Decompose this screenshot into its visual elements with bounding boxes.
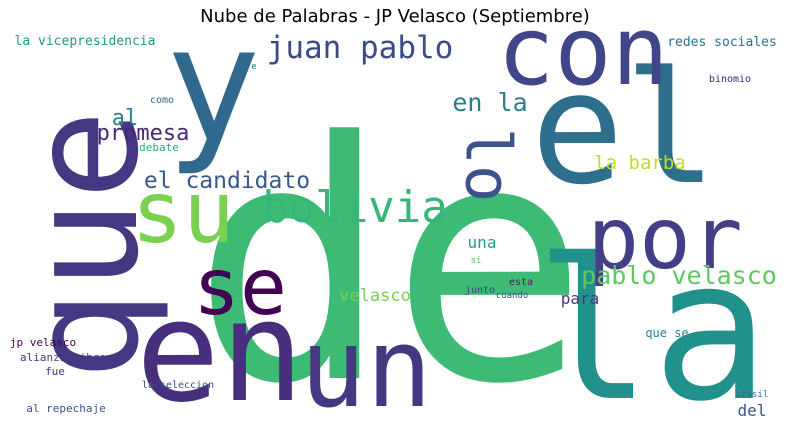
word-de: de xyxy=(191,72,588,428)
word-al-repechaje: al repechaje xyxy=(26,402,105,415)
word-el: el xyxy=(531,38,718,219)
word-lo: lo xyxy=(452,128,525,203)
word-si: si xyxy=(471,256,482,266)
word-su: su xyxy=(131,163,235,263)
word-juan-pablo: juan pablo xyxy=(267,30,454,66)
word-en: en xyxy=(136,271,305,428)
word-la-seleccion: la seleccion xyxy=(142,380,214,391)
word-al: al xyxy=(112,106,139,131)
word-que: que xyxy=(0,110,172,381)
word-por: por xyxy=(587,189,742,289)
word-la-barba: la barba xyxy=(594,152,686,174)
word-bolivia: bolivia xyxy=(262,182,447,233)
word-del: del xyxy=(738,401,767,420)
word-redes-sociales: redes sociales xyxy=(667,35,777,50)
chart-title: Nube de Palabras - JP Velasco (Septiembr… xyxy=(200,6,590,27)
word-junto: junto xyxy=(465,285,495,296)
word-con: con xyxy=(497,0,669,107)
word-se: se xyxy=(193,243,287,333)
word-como: como xyxy=(150,95,174,106)
word-el-candidato: el candidato xyxy=(144,168,310,194)
word-en-la: en la xyxy=(452,88,527,117)
word-e: e xyxy=(251,62,256,72)
word-un: un xyxy=(300,304,432,428)
word-cuando: cuando xyxy=(496,291,529,301)
word-y: y xyxy=(165,0,261,178)
word-binomio: binomio xyxy=(709,74,751,85)
word-brasil: brasil xyxy=(736,390,769,400)
word-velasco: velasco xyxy=(339,286,411,306)
word-debate: debate xyxy=(139,141,179,154)
word-una: una xyxy=(468,233,497,252)
word-pablo-velasco: pablo velasco xyxy=(581,261,777,290)
word-para: para xyxy=(561,289,600,308)
word-que-se: que se xyxy=(645,326,688,340)
word-la-vicepresidencia: la vicepresidencia xyxy=(15,34,156,49)
word-promesa: promesa xyxy=(97,121,190,146)
word-la: la xyxy=(535,217,770,428)
word-alianza-libre: alianza libre xyxy=(20,351,106,364)
word-esta: esta xyxy=(509,277,533,288)
word-fue: fue xyxy=(45,365,65,378)
word-jp-velasco: jp velasco xyxy=(10,336,76,349)
